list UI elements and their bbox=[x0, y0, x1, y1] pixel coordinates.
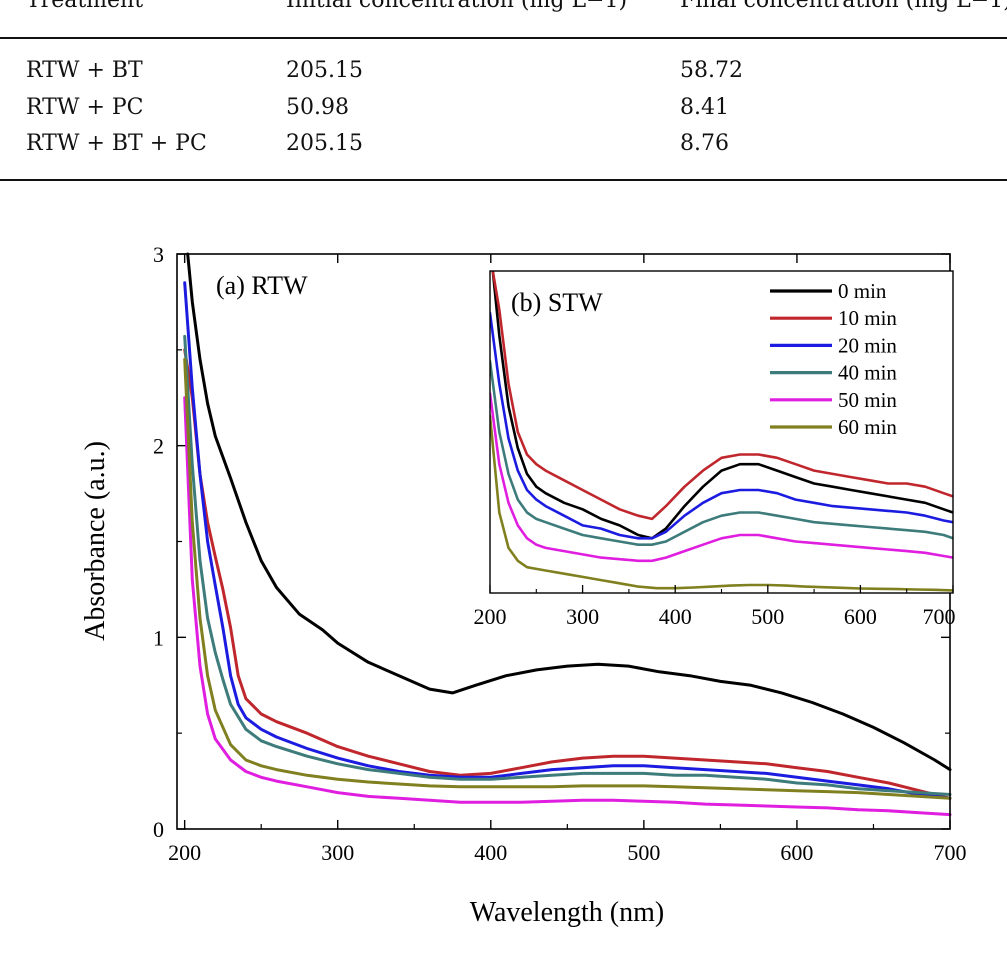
table-bottom-rule bbox=[0, 179, 1007, 181]
inset-x-tick-label: 200 bbox=[474, 604, 507, 629]
table-cell-treatment: RTW + PC bbox=[26, 95, 144, 120]
inset-series-line-10-min bbox=[491, 271, 953, 521]
x-axis-title: Wavelength (nm) bbox=[470, 897, 664, 928]
legend-label: 20 min bbox=[838, 333, 897, 357]
y-axis-title: Absorbance (a.u.) bbox=[80, 441, 111, 641]
main-series-group bbox=[183, 252, 952, 817]
table-top-rule bbox=[0, 37, 1007, 39]
table-header-final: Final concentration (mg L−1) bbox=[680, 0, 1007, 13]
x-tick-label: 500 bbox=[627, 840, 660, 865]
table-cell-treatment: RTW + BT + PC bbox=[26, 131, 207, 156]
inset-x-tick-label: 700 bbox=[923, 604, 956, 629]
table-cell-initial: 205.15 bbox=[286, 58, 363, 83]
table-cell-initial: 50.98 bbox=[286, 95, 349, 120]
legend-label: 50 min bbox=[838, 388, 897, 412]
inset-series-line-20-min bbox=[490, 311, 953, 540]
main-panel-label: (a) RTW bbox=[216, 271, 308, 300]
inset-series-group bbox=[490, 271, 953, 592]
legend-label: 10 min bbox=[838, 306, 897, 330]
x-tick-label: 700 bbox=[934, 840, 967, 865]
table-cell-initial: 205.15 bbox=[286, 131, 363, 156]
series-line-0-min bbox=[186, 252, 952, 772]
y-tick-label: 2 bbox=[153, 434, 164, 459]
legend-label: 60 min bbox=[838, 415, 897, 439]
x-tick-label: 300 bbox=[321, 840, 354, 865]
main-axis-ticks: 200 300 400 500 600 700 0 1 2 3 bbox=[153, 242, 967, 865]
series-line-20-min bbox=[183, 281, 952, 800]
concentration-table: Treatment Initial concentration (mg L−1)… bbox=[0, 0, 1007, 182]
x-tick-label: 400 bbox=[474, 840, 507, 865]
y-tick-label: 3 bbox=[153, 242, 164, 267]
inset-x-tick-label: 600 bbox=[844, 604, 877, 629]
table-header-initial: Initial concentration (mg L−1) bbox=[286, 0, 628, 13]
table-cell-treatment: RTW + BT bbox=[26, 58, 143, 83]
x-tick-label: 200 bbox=[168, 840, 201, 865]
legend: 0 min 10 min 20 min 40 min 50 min 60 min bbox=[770, 279, 897, 439]
inset-x-tick-label: 400 bbox=[659, 604, 692, 629]
table-cell-final: 8.76 bbox=[680, 131, 729, 156]
inset-panel-label: (b) STW bbox=[511, 288, 603, 317]
legend-label: 0 min bbox=[838, 279, 887, 303]
inset-series-line-0-min bbox=[491, 271, 953, 540]
inset-plot-frame bbox=[489, 270, 954, 594]
inset-series-line-60-min bbox=[490, 414, 953, 592]
inset-x-tick-label: 300 bbox=[566, 604, 599, 629]
table-cell-final: 58.72 bbox=[680, 58, 743, 83]
series-line-10-min bbox=[183, 348, 952, 800]
x-tick-label: 600 bbox=[780, 840, 813, 865]
series-line-60-min bbox=[183, 357, 952, 800]
series-line-40-min bbox=[183, 334, 952, 796]
inset-series-line-50-min bbox=[490, 392, 953, 563]
table-header-treatment: Treatment bbox=[26, 0, 144, 13]
legend-label: 40 min bbox=[838, 361, 897, 385]
series-line-50-min bbox=[183, 396, 952, 817]
y-tick-label: 0 bbox=[153, 817, 164, 842]
inset-x-tick-label: 500 bbox=[751, 604, 784, 629]
table-cell-final: 8.41 bbox=[680, 95, 729, 120]
inset-series-line-40-min bbox=[490, 359, 953, 546]
y-tick-label: 1 bbox=[153, 625, 164, 650]
